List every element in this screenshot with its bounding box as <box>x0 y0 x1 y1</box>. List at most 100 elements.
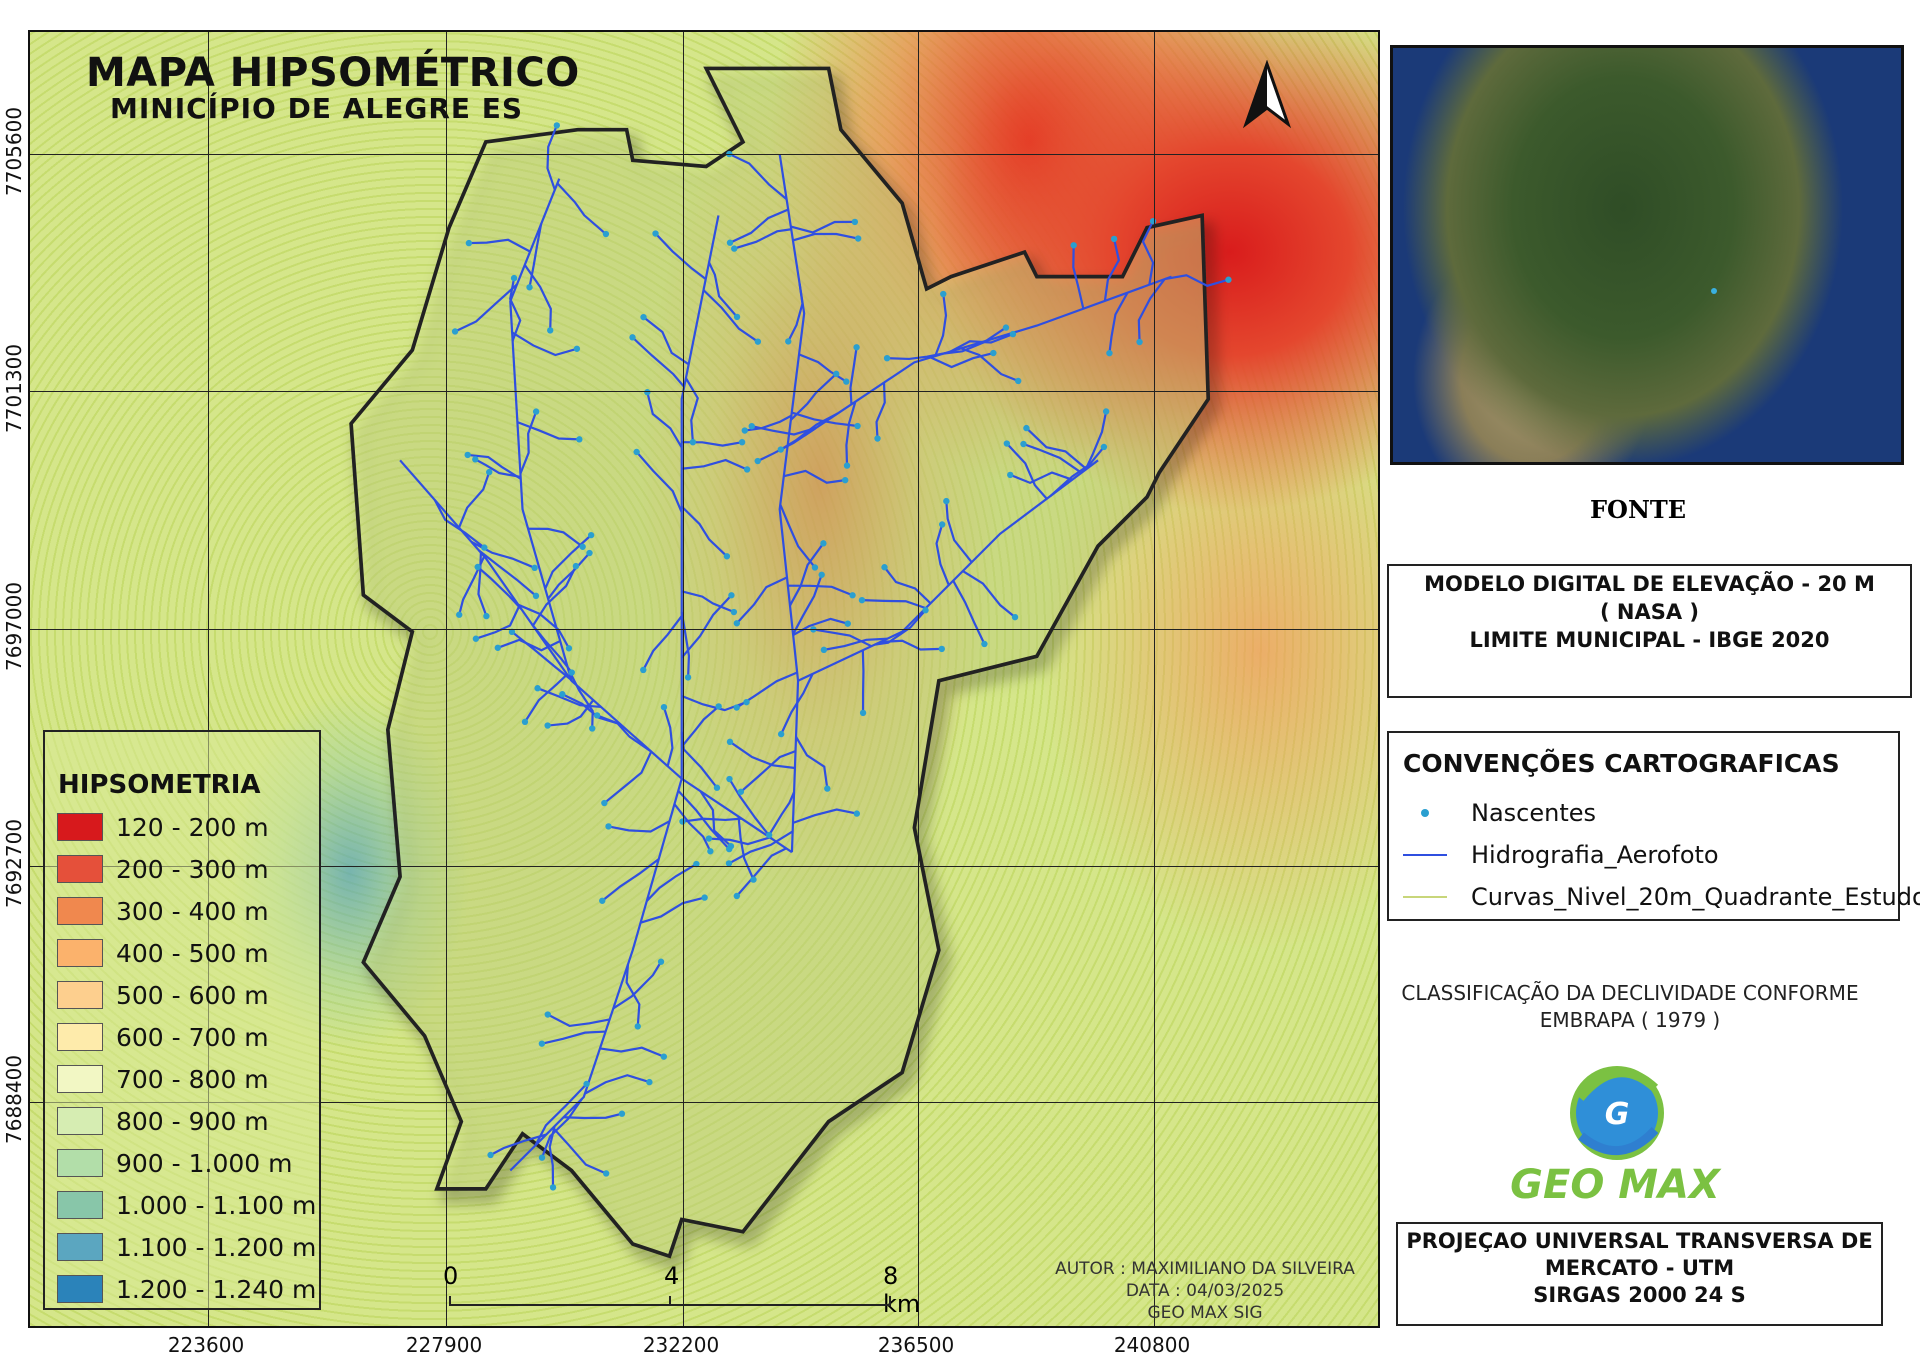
spring-point <box>820 646 828 654</box>
legend-item: 1.000 - 1.100 m <box>57 1190 316 1220</box>
river-line <box>680 594 733 659</box>
river-line <box>646 863 697 902</box>
spring-point <box>646 1078 653 1086</box>
river-line <box>511 630 572 681</box>
legend-item: 200 - 300 m <box>57 854 269 884</box>
river-line <box>680 505 728 558</box>
y-tick-label: 7701300 <box>2 343 26 433</box>
spring-point <box>938 645 945 653</box>
convention-label: Hidrografia_Aerofoto <box>1471 841 1719 869</box>
grid-line <box>30 629 1378 630</box>
river-line <box>681 590 735 614</box>
river-line <box>934 293 948 357</box>
spring-point <box>531 564 538 572</box>
river-line <box>790 220 855 234</box>
convention-item: Nascentes <box>1403 799 1596 827</box>
spring-dot-icon <box>1403 809 1447 817</box>
organization: GEO MAX SIG <box>1147 1303 1263 1323</box>
river-line <box>612 961 662 1010</box>
spring-point <box>1015 377 1022 385</box>
spring-point <box>526 284 533 291</box>
spring-point <box>874 435 881 442</box>
spring-point <box>599 897 606 904</box>
legend-item: 300 - 400 m <box>57 896 269 926</box>
river-line <box>803 275 1172 437</box>
spring-point <box>602 1170 610 1177</box>
projection-line: SIRGAS 2000 24 S <box>1533 1283 1746 1307</box>
x-tick-label: 240800 <box>1113 1333 1191 1357</box>
spring-point <box>733 892 741 900</box>
river-line <box>780 412 838 451</box>
river-line <box>552 1127 607 1175</box>
legend-item: 1.100 - 1.200 m <box>57 1232 316 1262</box>
river-line <box>702 289 759 343</box>
spring-point <box>824 785 831 792</box>
spring-point <box>644 389 651 396</box>
grid-line <box>683 32 684 1326</box>
river-line <box>677 790 731 850</box>
spring-point <box>532 592 540 600</box>
river-line <box>478 549 537 597</box>
legend-label: 500 - 600 m <box>116 980 269 1010</box>
spring-point <box>684 674 692 681</box>
river-line <box>779 504 816 569</box>
spring-point <box>851 218 859 226</box>
river-line <box>792 808 858 824</box>
location-inset-satellite <box>1390 45 1904 465</box>
map-frame[interactable] <box>28 30 1380 1328</box>
spring-point <box>849 592 856 599</box>
river-line <box>546 124 558 191</box>
spring-point <box>472 456 479 463</box>
river-line <box>792 617 849 637</box>
spring-point <box>733 620 741 627</box>
spring-point <box>842 476 849 484</box>
spring-point <box>660 703 668 711</box>
classification-line: CLASSIFICAÇÃO DA DECLIVIDADE CONFORME <box>1401 981 1859 1005</box>
spring-point <box>705 835 713 842</box>
spring-point <box>733 704 740 711</box>
river-line <box>883 566 932 605</box>
spring-point <box>679 818 686 825</box>
spring-point <box>465 239 473 247</box>
river-line <box>680 731 718 789</box>
river-line <box>524 673 568 723</box>
geo-max-logo: G GEO MAX <box>1495 1058 1735 1208</box>
spring-point <box>532 408 540 415</box>
river-line <box>787 584 853 597</box>
legend-label: 400 - 500 m <box>116 938 269 968</box>
river-line <box>476 566 522 610</box>
river-line <box>935 524 950 586</box>
x-tick-label: 232200 <box>642 1333 720 1357</box>
scale-label: 0 <box>443 1262 459 1290</box>
river-line <box>584 1074 650 1095</box>
river-line <box>728 153 788 201</box>
y-tick-label: 7705600 <box>2 106 26 196</box>
spring-point <box>1011 613 1019 621</box>
scale-label: 8 km <box>883 1262 921 1318</box>
river-line <box>547 552 591 600</box>
river-line <box>433 499 486 549</box>
river-line <box>642 316 690 366</box>
river-line <box>1103 238 1121 302</box>
river-line <box>662 706 674 767</box>
river-line <box>751 425 817 436</box>
legend-label: 600 - 700 m <box>116 1022 269 1052</box>
spring-point <box>640 666 647 674</box>
river-line <box>798 353 847 383</box>
projection-line: MERCATO - UTM <box>1544 1256 1735 1280</box>
river-line <box>608 820 671 833</box>
river-line <box>728 778 773 840</box>
spring-point <box>843 462 851 469</box>
spring-point <box>728 592 735 599</box>
river-line <box>960 347 1019 382</box>
spring-point <box>593 712 601 719</box>
river-line <box>845 401 857 466</box>
spring-point <box>547 327 554 334</box>
hypsometry-legend: HIPSOMETRIA 120 - 200 m 200 - 300 m 300 - … <box>43 730 321 1310</box>
spring-point <box>579 543 586 550</box>
legend-item: 900 - 1.000 m <box>57 1148 293 1178</box>
legend-item: 800 - 900 m <box>57 1106 269 1136</box>
spring-point <box>483 612 490 620</box>
source-line: MODELO DIGITAL DE ELEVAÇÃO - 20 M <box>1424 572 1875 596</box>
river-line <box>930 351 994 369</box>
